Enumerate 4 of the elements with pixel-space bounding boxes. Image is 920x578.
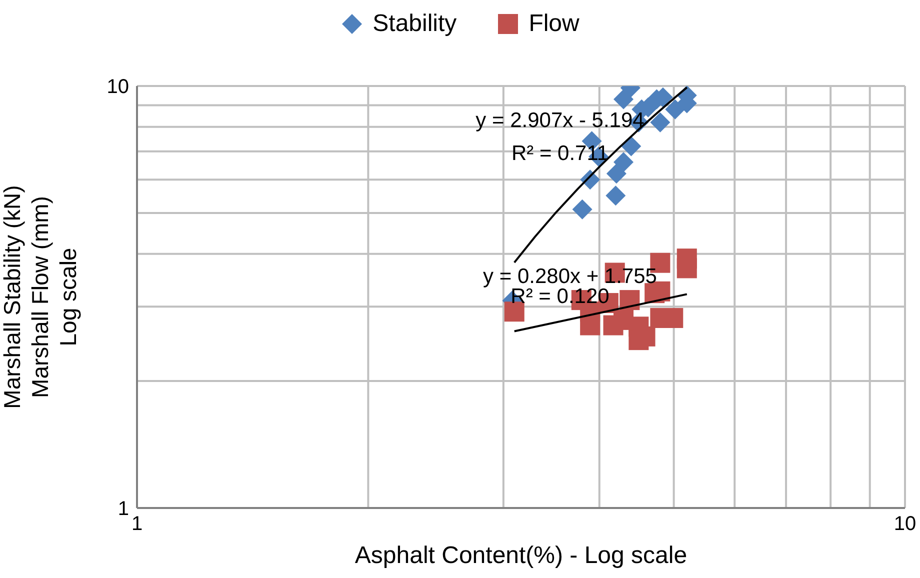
legend-label: Stability [372, 10, 457, 38]
y-axis-title: Marshall Stability (kN) Marshall Flow (mm) Log scale [0, 185, 81, 409]
x-axis-title: Asphalt Content(%) - Log scale [354, 542, 688, 569]
legend-label: Flow [528, 10, 580, 38]
